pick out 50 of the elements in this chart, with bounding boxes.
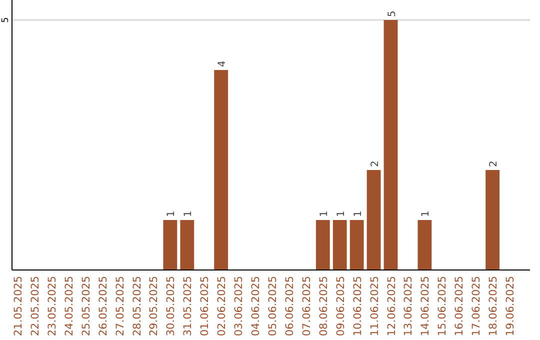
- data-label: 1: [420, 210, 432, 217]
- x-tick-label: 14.06.2025: [420, 276, 432, 336]
- x-tick-label: 03.06.2025: [233, 276, 246, 336]
- x-tick-label: 29.05.2025: [148, 276, 160, 336]
- data-label: 5: [386, 10, 398, 17]
- bar: [486, 170, 500, 270]
- x-tick-label: 10.06.2025: [352, 276, 364, 336]
- bar: [316, 220, 330, 270]
- x-tick-label: 19.06.2025: [504, 276, 517, 336]
- x-tick-label: 17.06.2025: [470, 276, 483, 336]
- data-label: 2: [488, 160, 500, 167]
- data-label: 1: [352, 210, 364, 217]
- x-tick-label: 23.05.2025: [46, 276, 58, 336]
- x-tick-label: 12.06.2025: [386, 276, 398, 336]
- bar: [350, 220, 364, 270]
- data-label: 1: [336, 210, 347, 217]
- x-tick-label: 15.06.2025: [436, 276, 449, 336]
- bar: [384, 20, 398, 270]
- x-tick-label: 24.05.2025: [63, 276, 76, 336]
- data-label: 1: [318, 210, 330, 217]
- x-tick-label: 16.06.2025: [454, 276, 466, 336]
- data-label: 4: [217, 60, 228, 67]
- x-tick-label: 09.06.2025: [334, 276, 347, 336]
- data-label: 1: [183, 210, 194, 217]
- x-tick-label: 13.06.2025: [402, 276, 415, 336]
- x-tick-label: 25.05.2025: [80, 276, 92, 336]
- x-tick-label: 07.06.2025: [300, 276, 313, 336]
- x-tick-label: 01.06.2025: [199, 276, 212, 336]
- data-label: 1: [166, 210, 178, 217]
- bar: [163, 220, 178, 270]
- x-tick-label: 21.05.2025: [12, 276, 24, 336]
- x-tick-label: 18.06.2025: [488, 276, 500, 336]
- x-tick-label: 27.05.2025: [114, 276, 126, 336]
- bar: [418, 220, 432, 270]
- x-tick-label: 28.05.2025: [131, 276, 144, 336]
- x-tick-label: 06.06.2025: [284, 276, 296, 336]
- x-tick-label: 31.05.2025: [182, 276, 194, 336]
- x-tick-label: 02.06.2025: [216, 276, 228, 336]
- bar: [332, 220, 347, 270]
- x-tick-label: 26.05.2025: [97, 276, 110, 336]
- x-tick-label: 08.06.2025: [318, 276, 330, 336]
- x-tick-label: 04.06.2025: [250, 276, 262, 336]
- x-tick-label: 30.05.2025: [165, 276, 178, 336]
- x-tick-label: 11.06.2025: [368, 276, 381, 336]
- bar: [180, 220, 194, 270]
- bar: [214, 70, 228, 270]
- bar: [366, 170, 381, 270]
- x-tick-label: 05.06.2025: [266, 276, 279, 336]
- x-tick-label: 22.05.2025: [29, 276, 42, 336]
- data-label: 2: [370, 160, 381, 167]
